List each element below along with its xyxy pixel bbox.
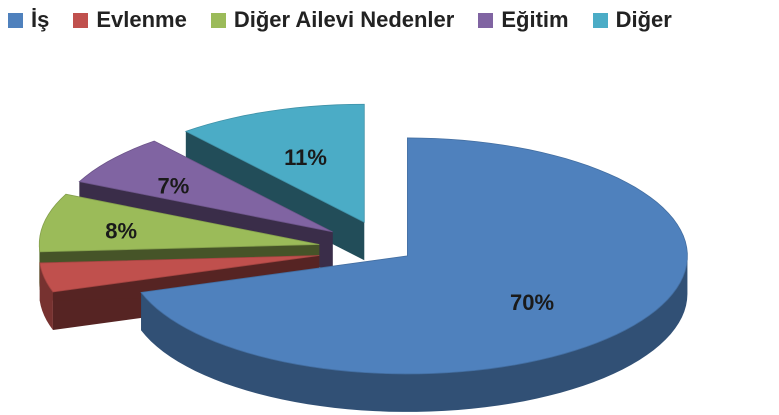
legend-label: Evlenme <box>96 7 187 32</box>
legend-item-egitim: Eğitim <box>478 7 569 33</box>
legend-swatch <box>210 12 226 28</box>
data-label-diger-ailevi-nedenler: 8% <box>105 218 137 243</box>
slice-side-is <box>141 255 688 412</box>
slice-evlenme <box>39 255 320 293</box>
slice-side-evlenme <box>39 262 53 330</box>
data-label-is: 70% <box>510 290 554 315</box>
chart-legend: İş Evlenme Diğer Ailevi Nedenler Eğitim Diğe… <box>0 0 779 40</box>
slice-diger-ailevi-nedenler <box>38 193 320 253</box>
legend-label: Diğer <box>615 7 672 32</box>
legend-item-diger-ailevi-nedenler: Diğer Ailevi Nedenler <box>210 7 455 33</box>
legend-item-diger: Diğer <box>592 7 672 33</box>
legend-label: İş <box>31 7 50 32</box>
legend-swatch <box>8 12 23 28</box>
legend-label: Diğer Ailevi Nedenler <box>233 7 455 32</box>
slice-side-diger-ailevi-nedenler <box>39 244 40 290</box>
legend-item-evlenme: Evlenme <box>73 7 187 33</box>
slice-is <box>140 137 688 375</box>
data-label-egitim: 7% <box>158 174 190 199</box>
slice-egitim <box>78 140 333 233</box>
legend-swatch <box>592 12 608 28</box>
legend-swatch <box>73 12 89 28</box>
data-label-diger: 11% <box>284 145 327 170</box>
slice-diger <box>184 103 365 223</box>
legend-label: Eğitim <box>501 7 569 32</box>
legend-swatch <box>478 12 494 28</box>
legend-item-is: İş <box>8 7 49 33</box>
